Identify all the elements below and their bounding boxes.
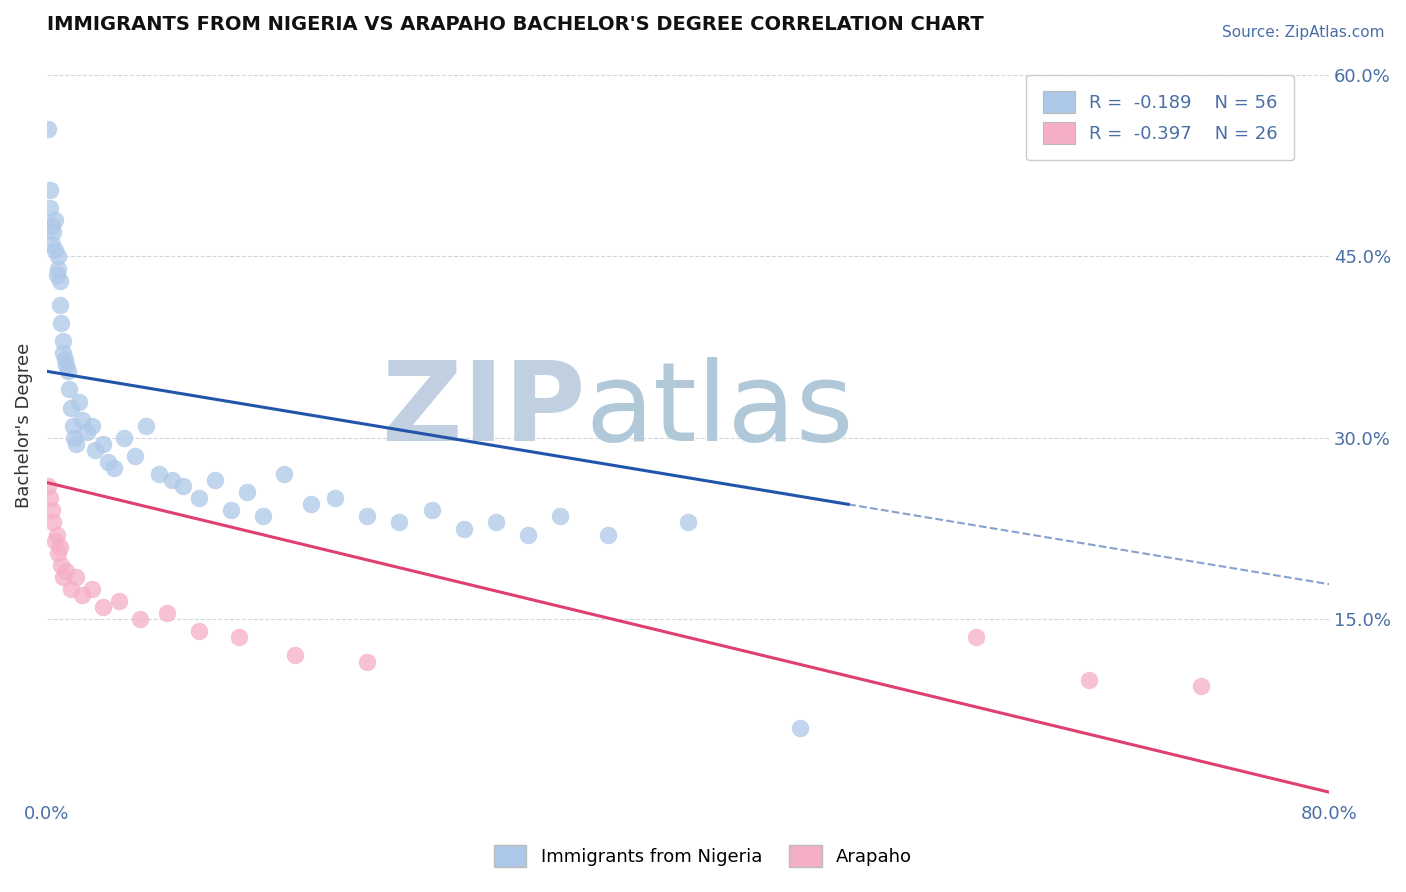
Point <box>356 509 378 524</box>
Point <box>135 418 157 433</box>
Point <box>325 491 347 506</box>
Text: ZIP: ZIP <box>382 357 585 464</box>
Point <box>70 412 93 426</box>
Point <box>124 449 146 463</box>
Point <box>676 516 699 530</box>
Point <box>44 244 66 258</box>
Point <box>70 588 93 602</box>
Point <box>188 491 211 506</box>
Point <box>516 527 538 541</box>
Point <box>97 455 120 469</box>
Point <box>236 485 259 500</box>
Point <box>41 503 63 517</box>
Point <box>58 383 80 397</box>
Point <box>388 516 411 530</box>
Point <box>596 527 619 541</box>
Point <box>59 401 82 415</box>
Point <box>80 582 103 596</box>
Point <box>46 249 69 263</box>
Point <box>59 582 82 596</box>
Point <box>48 274 70 288</box>
Point <box>284 648 307 663</box>
Point <box>1077 673 1099 687</box>
Y-axis label: Bachelor's Degree: Bachelor's Degree <box>15 343 32 508</box>
Point <box>420 503 443 517</box>
Point <box>39 491 62 506</box>
Point <box>219 503 242 517</box>
Point <box>128 612 150 626</box>
Point <box>46 261 69 276</box>
Point <box>148 467 170 482</box>
Point <box>39 201 62 215</box>
Point <box>356 655 378 669</box>
Point <box>65 437 87 451</box>
Point <box>188 624 211 639</box>
Point <box>55 358 77 372</box>
Point <box>485 516 508 530</box>
Point <box>84 442 107 457</box>
Point <box>76 425 98 439</box>
Point <box>91 600 114 615</box>
Point <box>52 570 75 584</box>
Text: atlas: atlas <box>585 357 853 464</box>
Point <box>53 352 76 367</box>
Point <box>62 418 84 433</box>
Point <box>55 564 77 578</box>
Text: IMMIGRANTS FROM NIGERIA VS ARAPAHO BACHELOR'S DEGREE CORRELATION CHART: IMMIGRANTS FROM NIGERIA VS ARAPAHO BACHE… <box>46 15 984 34</box>
Point <box>37 479 59 493</box>
Point <box>46 546 69 560</box>
Legend: Immigrants from Nigeria, Arapaho: Immigrants from Nigeria, Arapaho <box>486 838 920 874</box>
Point <box>63 431 86 445</box>
Point <box>56 364 79 378</box>
Point <box>156 606 179 620</box>
Point <box>965 631 987 645</box>
Text: Source: ZipAtlas.com: Source: ZipAtlas.com <box>1222 25 1385 40</box>
Point <box>42 516 65 530</box>
Point <box>299 497 322 511</box>
Point <box>51 558 73 572</box>
Point <box>48 540 70 554</box>
Point <box>45 268 67 282</box>
Point <box>204 473 226 487</box>
Point <box>65 570 87 584</box>
Point <box>91 437 114 451</box>
Point <box>103 461 125 475</box>
Point <box>45 527 67 541</box>
Point <box>252 509 274 524</box>
Point <box>44 533 66 548</box>
Point <box>548 509 571 524</box>
Point <box>80 418 103 433</box>
Point <box>789 721 811 735</box>
Point <box>453 522 475 536</box>
Point <box>108 594 131 608</box>
Point <box>273 467 295 482</box>
Point <box>51 316 73 330</box>
Point <box>41 237 63 252</box>
Point <box>44 213 66 227</box>
Legend: R =  -0.189    N = 56, R =  -0.397    N = 26: R = -0.189 N = 56, R = -0.397 N = 26 <box>1026 75 1295 161</box>
Point <box>228 631 250 645</box>
Point <box>37 122 59 136</box>
Point <box>172 479 194 493</box>
Point <box>1189 679 1212 693</box>
Point <box>48 298 70 312</box>
Point <box>160 473 183 487</box>
Point <box>39 183 62 197</box>
Point <box>67 394 90 409</box>
Point <box>41 219 63 234</box>
Point <box>42 225 65 239</box>
Point <box>112 431 135 445</box>
Point <box>52 334 75 348</box>
Point <box>52 346 75 360</box>
